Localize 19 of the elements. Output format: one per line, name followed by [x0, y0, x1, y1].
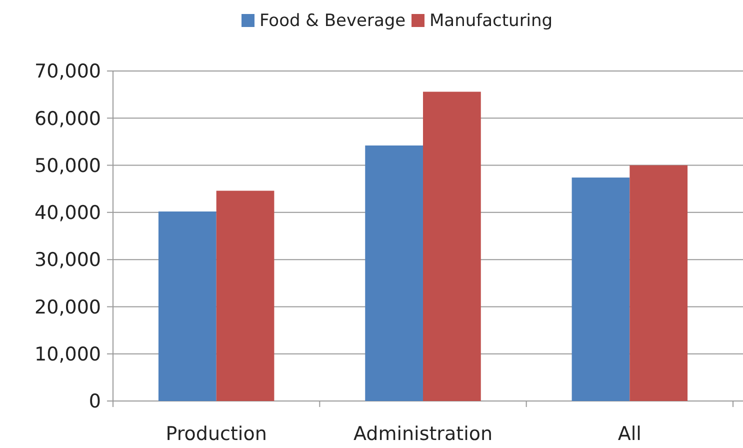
y-tick-label: 30,000: [34, 249, 101, 272]
y-tick-label: 50,000: [34, 154, 101, 177]
x-tick-label: Production: [166, 423, 267, 445]
bar: [572, 178, 630, 401]
y-tick-label: 20,000: [34, 296, 101, 318]
x-tick-label: All: [618, 423, 642, 445]
y-tick-label: 60,000: [34, 108, 101, 130]
bar: [630, 165, 688, 401]
y-tick-label: 70,000: [34, 60, 101, 83]
bar: [158, 211, 216, 401]
y-tick-label: 0: [88, 390, 101, 413]
y-tick-label: 40,000: [34, 202, 101, 224]
legend-label: Manufacturing: [430, 11, 553, 31]
bar: [216, 190, 274, 401]
bar: [365, 145, 423, 401]
bar: [423, 92, 481, 401]
legend-label: Food & Beverage: [260, 11, 406, 31]
x-tick-label: Administration: [353, 423, 493, 445]
y-tick-label: 10,000: [34, 344, 101, 366]
